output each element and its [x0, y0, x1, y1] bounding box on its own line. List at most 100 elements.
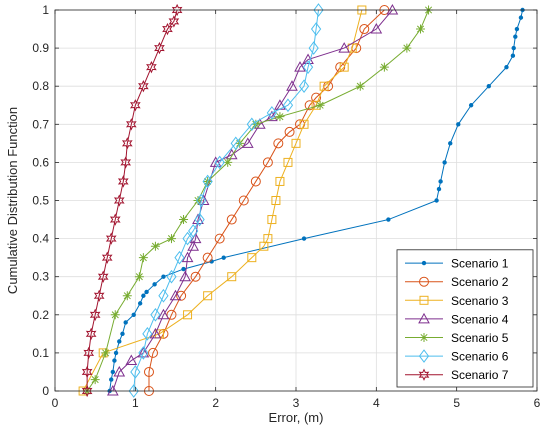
data-point	[181, 251, 194, 263]
data-point	[85, 327, 97, 341]
y-tick-label: 0.3	[32, 270, 49, 284]
data-point	[110, 369, 116, 375]
data-point	[284, 126, 295, 137]
data-point	[347, 43, 357, 53]
data-point	[504, 64, 509, 70]
data-point	[171, 3, 183, 17]
data-point	[150, 307, 161, 322]
data-point	[202, 252, 213, 263]
y-axis-label: Cumulative Distribution Function	[5, 107, 20, 294]
data-point	[90, 375, 100, 385]
data-point	[209, 156, 222, 167]
data-point	[166, 309, 177, 320]
legend-marker	[418, 368, 430, 381]
data-point	[448, 141, 453, 146]
data-point	[514, 26, 520, 32]
data-point	[226, 214, 237, 225]
data-point	[518, 15, 524, 20]
data-point	[511, 45, 516, 51]
legend-item: Scenario 6	[405, 349, 509, 364]
data-point	[304, 100, 315, 111]
legend-label: Scenario 7	[451, 368, 509, 382]
data-point	[152, 282, 157, 287]
data-point	[267, 215, 277, 225]
data-point	[117, 175, 129, 188]
y-tick-label: 1	[42, 3, 49, 17]
data-point	[168, 15, 180, 28]
x-axis-label: Error, (m)	[269, 410, 324, 425]
data-point	[166, 234, 176, 244]
data-point	[301, 236, 307, 241]
data-point	[125, 354, 138, 366]
data-point	[273, 138, 284, 149]
data-point	[291, 138, 301, 148]
legend-label: Scenario 1	[451, 257, 509, 271]
data-point	[120, 156, 132, 169]
legend-marker	[418, 312, 430, 324]
data-point	[150, 241, 160, 251]
y-tick-label: 0.1	[32, 346, 49, 360]
legend-item: Scenario 1	[405, 257, 509, 271]
y-tick-label: 0.7	[32, 117, 49, 131]
data-point	[89, 308, 101, 321]
data-point	[123, 320, 128, 325]
data-point	[93, 289, 105, 302]
data-point	[101, 348, 111, 358]
data-point	[169, 289, 182, 301]
data-point	[81, 365, 93, 379]
legend-marker	[419, 295, 429, 305]
data-point	[223, 157, 233, 167]
data-point	[162, 22, 173, 36]
data-point	[294, 61, 306, 72]
data-point	[161, 274, 166, 279]
data-point	[225, 148, 238, 160]
x-tick-label: 2	[212, 396, 219, 410]
data-point	[202, 174, 213, 189]
data-point	[130, 365, 141, 379]
series-line	[86, 9, 178, 391]
y-tick-label: 0.2	[32, 308, 49, 322]
data-point	[189, 232, 202, 244]
data-point	[262, 157, 273, 168]
data-point	[271, 196, 281, 205]
data-point	[370, 23, 383, 34]
data-point	[113, 365, 126, 377]
data-point	[122, 291, 132, 301]
x-tick-label: 5	[453, 396, 460, 410]
data-point	[110, 310, 120, 320]
data-point	[113, 194, 125, 207]
data-point	[246, 117, 257, 132]
data-point	[266, 106, 278, 120]
data-point	[338, 42, 351, 53]
data-point	[129, 99, 141, 112]
series-line	[148, 9, 385, 391]
legend-item: Scenario 3	[405, 294, 509, 308]
series-line	[112, 9, 393, 392]
y-tick-label: 0.8	[32, 79, 49, 93]
data-point	[386, 217, 391, 222]
data-point	[188, 224, 199, 238]
series-line	[133, 9, 319, 392]
data-point	[315, 100, 325, 110]
data-point	[138, 346, 149, 360]
data-point	[250, 176, 261, 187]
data-point	[97, 270, 109, 283]
data-point	[308, 41, 319, 55]
y-tick-label: 0.5	[32, 194, 49, 208]
y-tick-label: 0.9	[32, 41, 49, 55]
data-point	[298, 79, 310, 94]
legend-label: Scenario 3	[451, 294, 509, 308]
legend-label: Scenario 6	[451, 350, 509, 364]
data-point	[81, 384, 93, 398]
data-point	[157, 308, 170, 320]
data-point	[196, 193, 207, 208]
data-point	[282, 98, 294, 113]
data-point	[146, 60, 157, 74]
data-point	[144, 289, 149, 295]
data-point	[193, 196, 203, 205]
data-point	[141, 293, 146, 298]
y-tick-label: 0	[42, 384, 49, 398]
data-point	[181, 266, 186, 272]
data-point	[438, 179, 443, 184]
